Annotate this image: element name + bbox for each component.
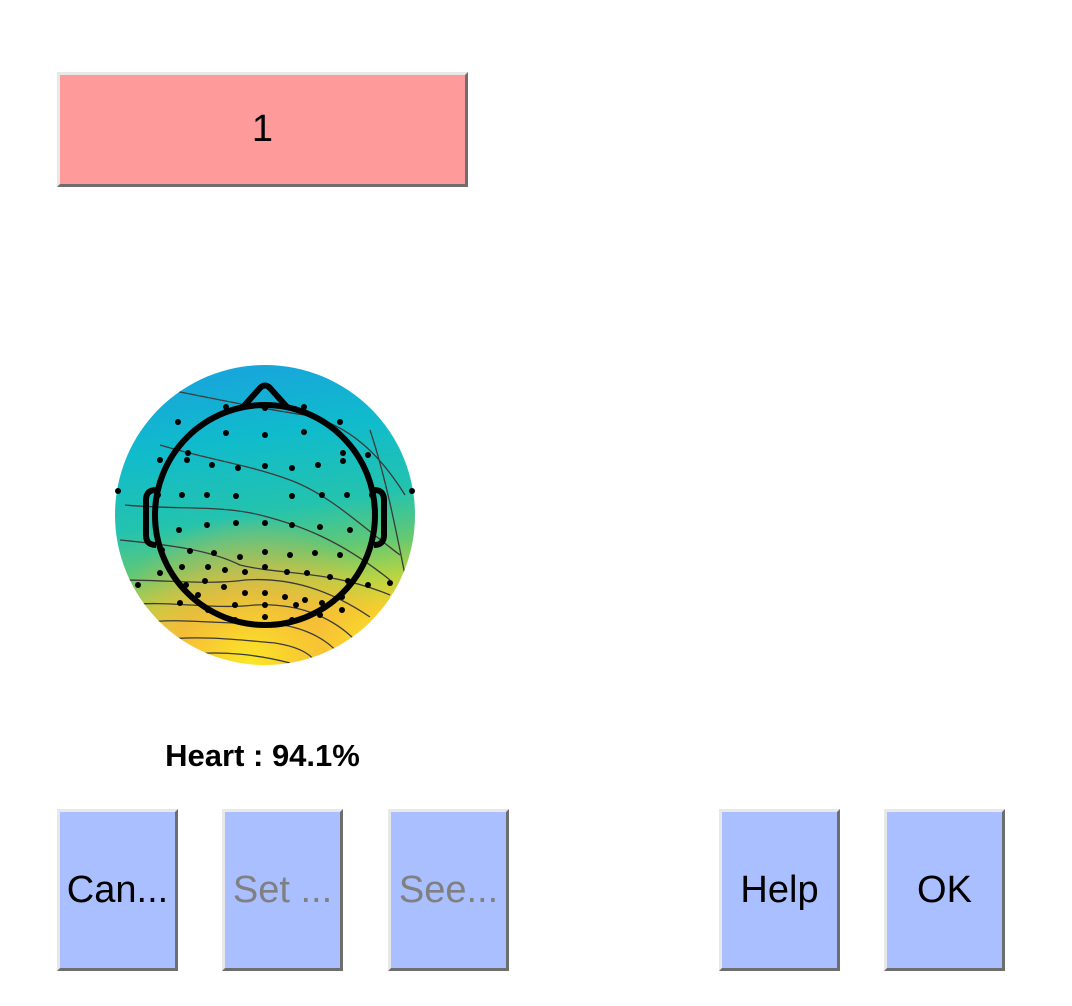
electrode-dot — [409, 488, 415, 494]
ok-button[interactable]: OK — [884, 809, 1005, 971]
electrode-dot — [262, 590, 268, 596]
electrode-dot — [195, 592, 201, 598]
electrode-dot — [209, 462, 215, 468]
electrode-dot — [262, 602, 268, 608]
help-button-label: Help — [740, 868, 819, 911]
electrode-dot — [262, 405, 268, 411]
electrode-dot — [289, 522, 295, 528]
electrode-dot — [319, 492, 325, 498]
electrode-dot — [304, 570, 310, 576]
electrode-dot — [282, 594, 288, 600]
electrode-dot — [135, 582, 141, 588]
electrode-dot — [312, 550, 318, 556]
electrode-dot — [365, 582, 371, 588]
electrode-dot — [202, 578, 208, 584]
electrode-dot — [339, 607, 345, 613]
electrode-dot — [204, 492, 210, 498]
electrode-dot — [317, 524, 323, 530]
electrode-dot — [187, 548, 193, 554]
electrode-dot — [337, 419, 343, 425]
see-button-label: See... — [398, 868, 499, 911]
electrode-dot — [157, 457, 163, 463]
see-button[interactable]: See... — [388, 809, 509, 971]
electrode-dot — [319, 600, 325, 606]
cancel-button[interactable]: Can... — [57, 809, 178, 971]
component-classification-label: Heart : 94.1% — [165, 738, 360, 773]
electrode-dot — [222, 567, 228, 573]
electrode-dot — [184, 457, 190, 463]
ok-button-label: OK — [917, 868, 972, 911]
component-number-label: 1 — [251, 108, 274, 150]
electrode-dot — [340, 450, 346, 456]
help-button[interactable]: Help — [719, 809, 840, 971]
electrode-dot — [365, 452, 371, 458]
electrode-dot — [205, 607, 211, 613]
electrode-dot — [339, 594, 345, 600]
electrode-dot — [179, 564, 185, 570]
electrode-dot — [223, 404, 229, 410]
electrode-dot — [284, 569, 290, 575]
electrode-dot — [242, 590, 248, 596]
electrode-dot — [301, 404, 307, 410]
electrode-dot — [289, 617, 295, 623]
electrode-dot — [345, 578, 351, 584]
electrode-dot — [232, 617, 238, 623]
electrode-dot — [179, 492, 185, 498]
electrode-dot — [369, 492, 375, 498]
electrode-dot — [262, 614, 268, 620]
electrode-dot — [262, 463, 268, 469]
electrode-dot — [237, 554, 243, 560]
electrode-dot — [262, 432, 268, 438]
electrode-dot — [233, 520, 239, 526]
electrode-dot — [155, 492, 161, 498]
electrode-dot — [327, 574, 333, 580]
electrode-dot — [289, 493, 295, 499]
component-number-button[interactable]: 1 — [57, 72, 468, 187]
electrode-dot — [235, 465, 241, 471]
electrode-dot — [205, 564, 211, 570]
electrode-dot — [262, 564, 268, 570]
electrode-dot — [301, 429, 307, 435]
electrode-dot — [183, 582, 189, 588]
electrode-dot — [177, 600, 183, 606]
electrode-dot — [157, 570, 163, 576]
electrode-dot — [223, 430, 229, 436]
scalp-topography-map[interactable] — [100, 355, 430, 685]
electrode-dot — [387, 580, 393, 586]
set-button[interactable]: Set ... — [222, 809, 343, 971]
electrode-dot — [242, 569, 248, 575]
electrode-dot — [159, 547, 165, 553]
electrode-dot — [315, 462, 321, 468]
electrode-dot — [337, 552, 343, 558]
electrode-dot — [289, 465, 295, 471]
topography-field — [115, 365, 415, 665]
electrode-dot — [211, 550, 217, 556]
electrode-dot — [185, 450, 191, 456]
electrode-dot — [262, 520, 268, 526]
electrode-dot — [347, 527, 353, 533]
electrode-dot — [115, 488, 121, 494]
electrode-dot — [262, 549, 268, 555]
electrode-positions — [115, 404, 415, 623]
electrode-dot — [176, 527, 182, 533]
electrode-dot — [232, 602, 238, 608]
cancel-button-label: Can... — [66, 868, 169, 911]
electrode-dot — [287, 552, 293, 558]
electrode-dot — [302, 597, 308, 603]
electrode-dot — [317, 612, 323, 618]
electrode-dot — [204, 522, 210, 528]
electrode-dot — [221, 584, 227, 590]
electrode-dot — [233, 493, 239, 499]
electrode-dot — [293, 602, 299, 608]
electrode-dot — [340, 458, 346, 464]
electrode-dot — [344, 492, 350, 498]
set-button-label: Set ... — [232, 868, 333, 911]
electrode-dot — [175, 419, 181, 425]
